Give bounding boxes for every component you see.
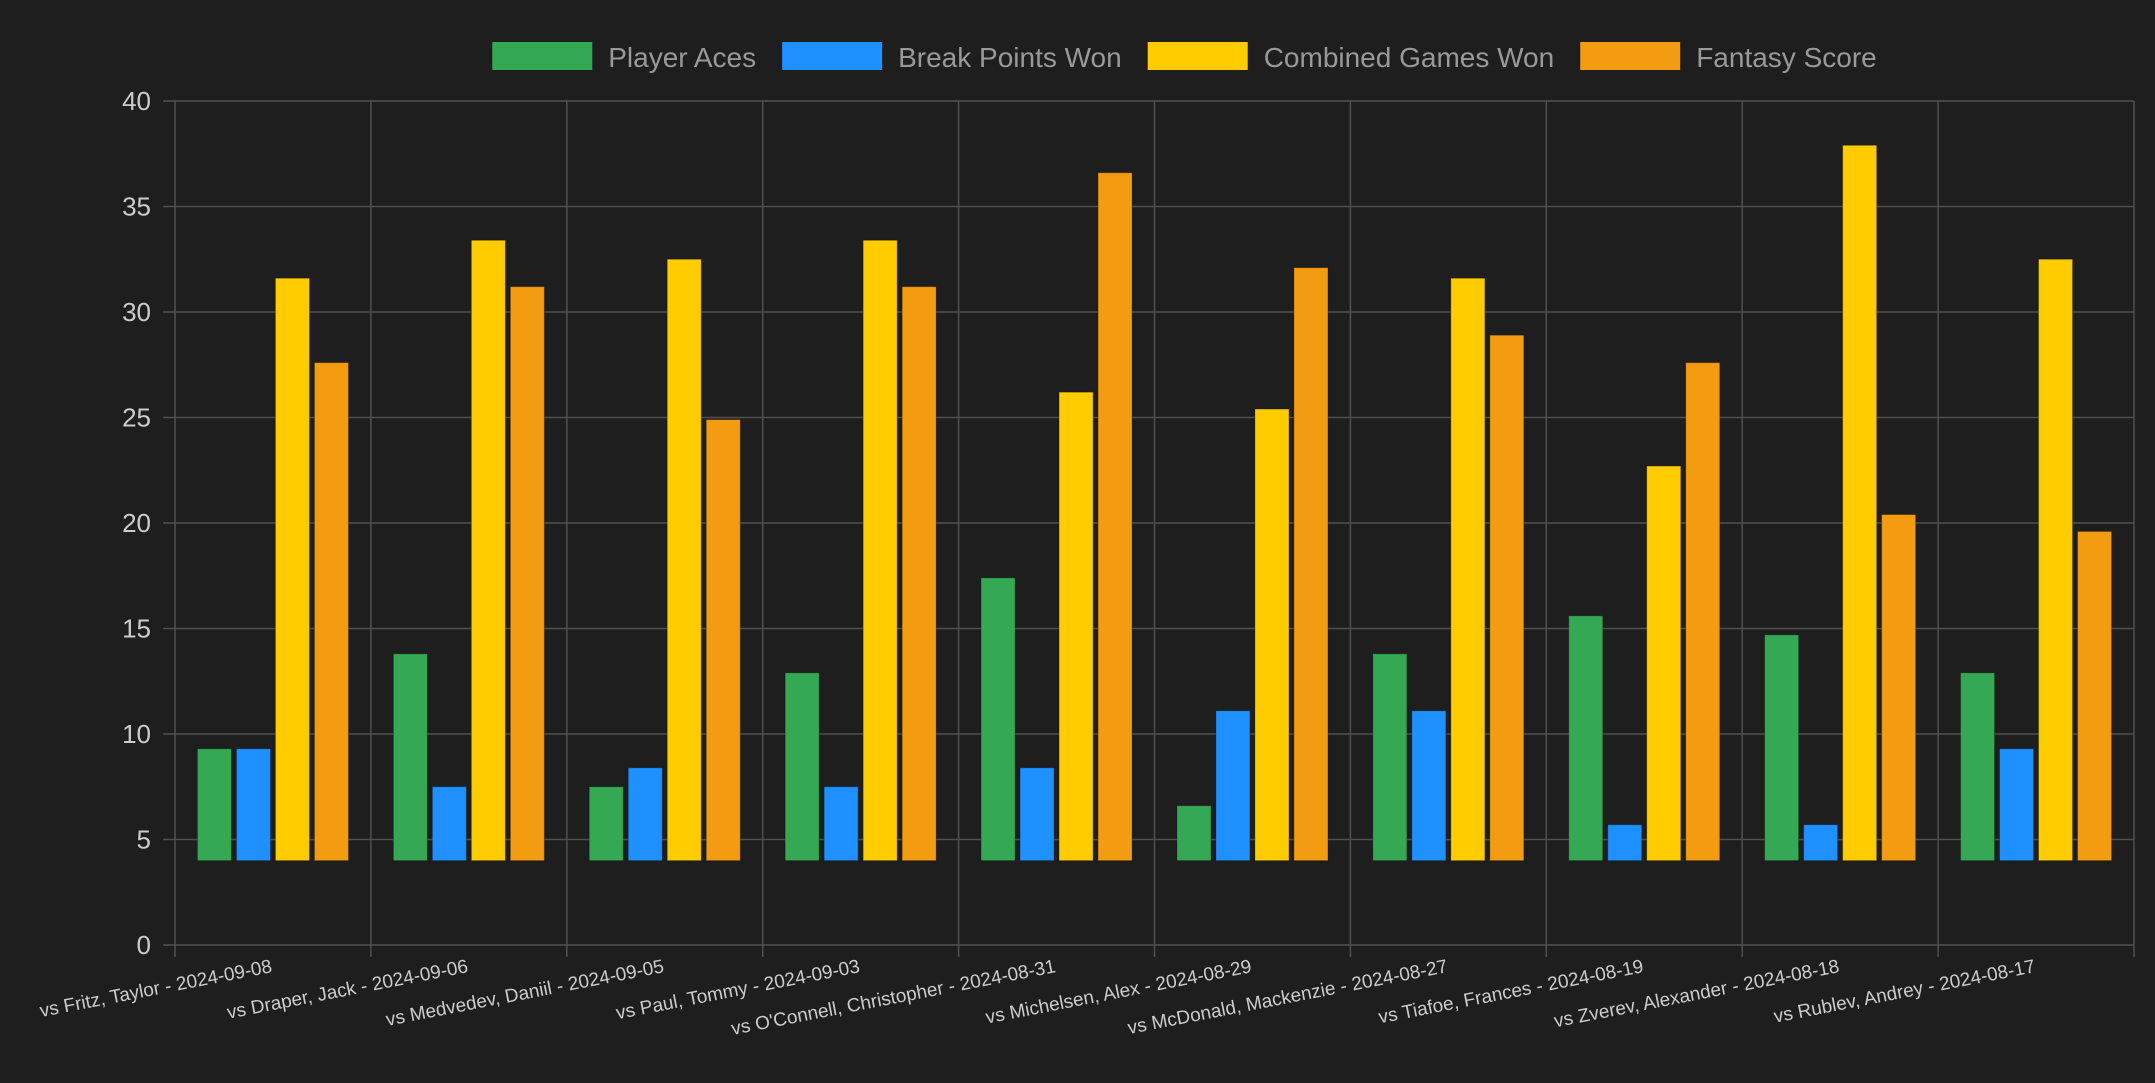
bar-fantasy-score[interactable] bbox=[2077, 530, 2113, 862]
bar-fantasy-score[interactable] bbox=[1293, 267, 1329, 862]
bar-combined-games-won[interactable] bbox=[2038, 258, 2074, 862]
x-tick-label: vs O'Connell, Christopher - 2024-08-31 bbox=[730, 956, 1058, 1040]
bar-combined-games-won[interactable] bbox=[274, 277, 310, 862]
legend-item-combined-games-won[interactable]: Combined Games Won bbox=[1147, 42, 1555, 73]
y-tick-label: 0 bbox=[137, 930, 151, 960]
y-tick-label: 20 bbox=[122, 508, 151, 538]
bar-combined-games-won[interactable] bbox=[1450, 277, 1486, 862]
bar-combined-games-won[interactable] bbox=[1842, 144, 1878, 862]
bar-break-points-won[interactable] bbox=[1019, 767, 1055, 862]
bar-fantasy-score[interactable] bbox=[705, 419, 741, 862]
bar-player-aces[interactable] bbox=[1568, 615, 1604, 862]
bar-break-points-won[interactable] bbox=[235, 748, 271, 862]
bar-combined-games-won[interactable] bbox=[862, 239, 898, 862]
bar-break-points-won[interactable] bbox=[1411, 710, 1447, 862]
legend-label: Player Aces bbox=[608, 42, 756, 73]
bar-combined-games-won[interactable] bbox=[1254, 408, 1290, 862]
bar-player-aces[interactable] bbox=[392, 653, 428, 862]
bar-combined-games-won[interactable] bbox=[666, 258, 702, 862]
legend-item-break-points-won[interactable]: Break Points Won bbox=[782, 42, 1122, 73]
y-axis-ticks: 0 5 10 15 20 25 30 35 40 bbox=[122, 86, 151, 960]
bar-fantasy-score[interactable] bbox=[1097, 172, 1133, 862]
bar-break-points-won[interactable] bbox=[1803, 824, 1839, 862]
bar-fantasy-score[interactable] bbox=[1881, 514, 1917, 862]
legend-swatch bbox=[1580, 42, 1681, 70]
x-tick-label: vs McDonald, Mackenzie - 2024-08-27 bbox=[1126, 956, 1449, 1039]
bar-break-points-won[interactable] bbox=[823, 786, 859, 862]
bar-player-aces[interactable] bbox=[1372, 653, 1408, 862]
bar-fantasy-score[interactable] bbox=[1685, 362, 1721, 862]
y-tick-label: 15 bbox=[122, 614, 151, 644]
y-tick-label: 40 bbox=[122, 86, 151, 116]
bar-player-aces[interactable] bbox=[784, 672, 820, 862]
y-tick-label: 30 bbox=[122, 297, 151, 327]
bar-fantasy-score[interactable] bbox=[901, 286, 937, 862]
y-tick-label: 5 bbox=[137, 825, 151, 855]
bar-combined-games-won[interactable] bbox=[1646, 465, 1682, 862]
legend-item-fantasy-score[interactable]: Fantasy Score bbox=[1580, 42, 1877, 73]
bar-break-points-won[interactable] bbox=[1999, 748, 2035, 862]
y-tick-label: 25 bbox=[122, 403, 151, 433]
bar-break-points-won[interactable] bbox=[1215, 710, 1251, 862]
bar-break-points-won[interactable] bbox=[431, 786, 467, 862]
bar-player-aces[interactable] bbox=[196, 748, 232, 862]
bar-combined-games-won[interactable] bbox=[1058, 391, 1094, 862]
bar-fantasy-score[interactable] bbox=[313, 362, 349, 862]
bar-break-points-won[interactable] bbox=[1607, 824, 1643, 862]
legend: Player Aces Break Points Won Combined Game… bbox=[492, 42, 1877, 73]
bars bbox=[196, 144, 2113, 862]
bar-fantasy-score[interactable] bbox=[1489, 334, 1525, 862]
legend-swatch bbox=[782, 42, 883, 70]
bar-combined-games-won[interactable] bbox=[470, 239, 506, 862]
y-tick-label: 10 bbox=[122, 719, 151, 749]
legend-label: Combined Games Won bbox=[1264, 42, 1555, 73]
bar-player-aces[interactable] bbox=[1176, 805, 1212, 862]
legend-label: Fantasy Score bbox=[1696, 42, 1877, 73]
bar-break-points-won[interactable] bbox=[627, 767, 663, 862]
legend-swatch bbox=[492, 42, 593, 70]
legend-item-player-aces[interactable]: Player Aces bbox=[492, 42, 756, 73]
bar-player-aces[interactable] bbox=[980, 577, 1016, 862]
bar-player-aces[interactable] bbox=[588, 786, 624, 862]
legend-label: Break Points Won bbox=[898, 42, 1122, 73]
bar-player-aces[interactable] bbox=[1960, 672, 1996, 862]
legend-swatch bbox=[1147, 42, 1248, 70]
y-tick-label: 35 bbox=[122, 192, 151, 222]
bar-fantasy-score[interactable] bbox=[509, 286, 545, 862]
bar-player-aces[interactable] bbox=[1764, 634, 1800, 862]
